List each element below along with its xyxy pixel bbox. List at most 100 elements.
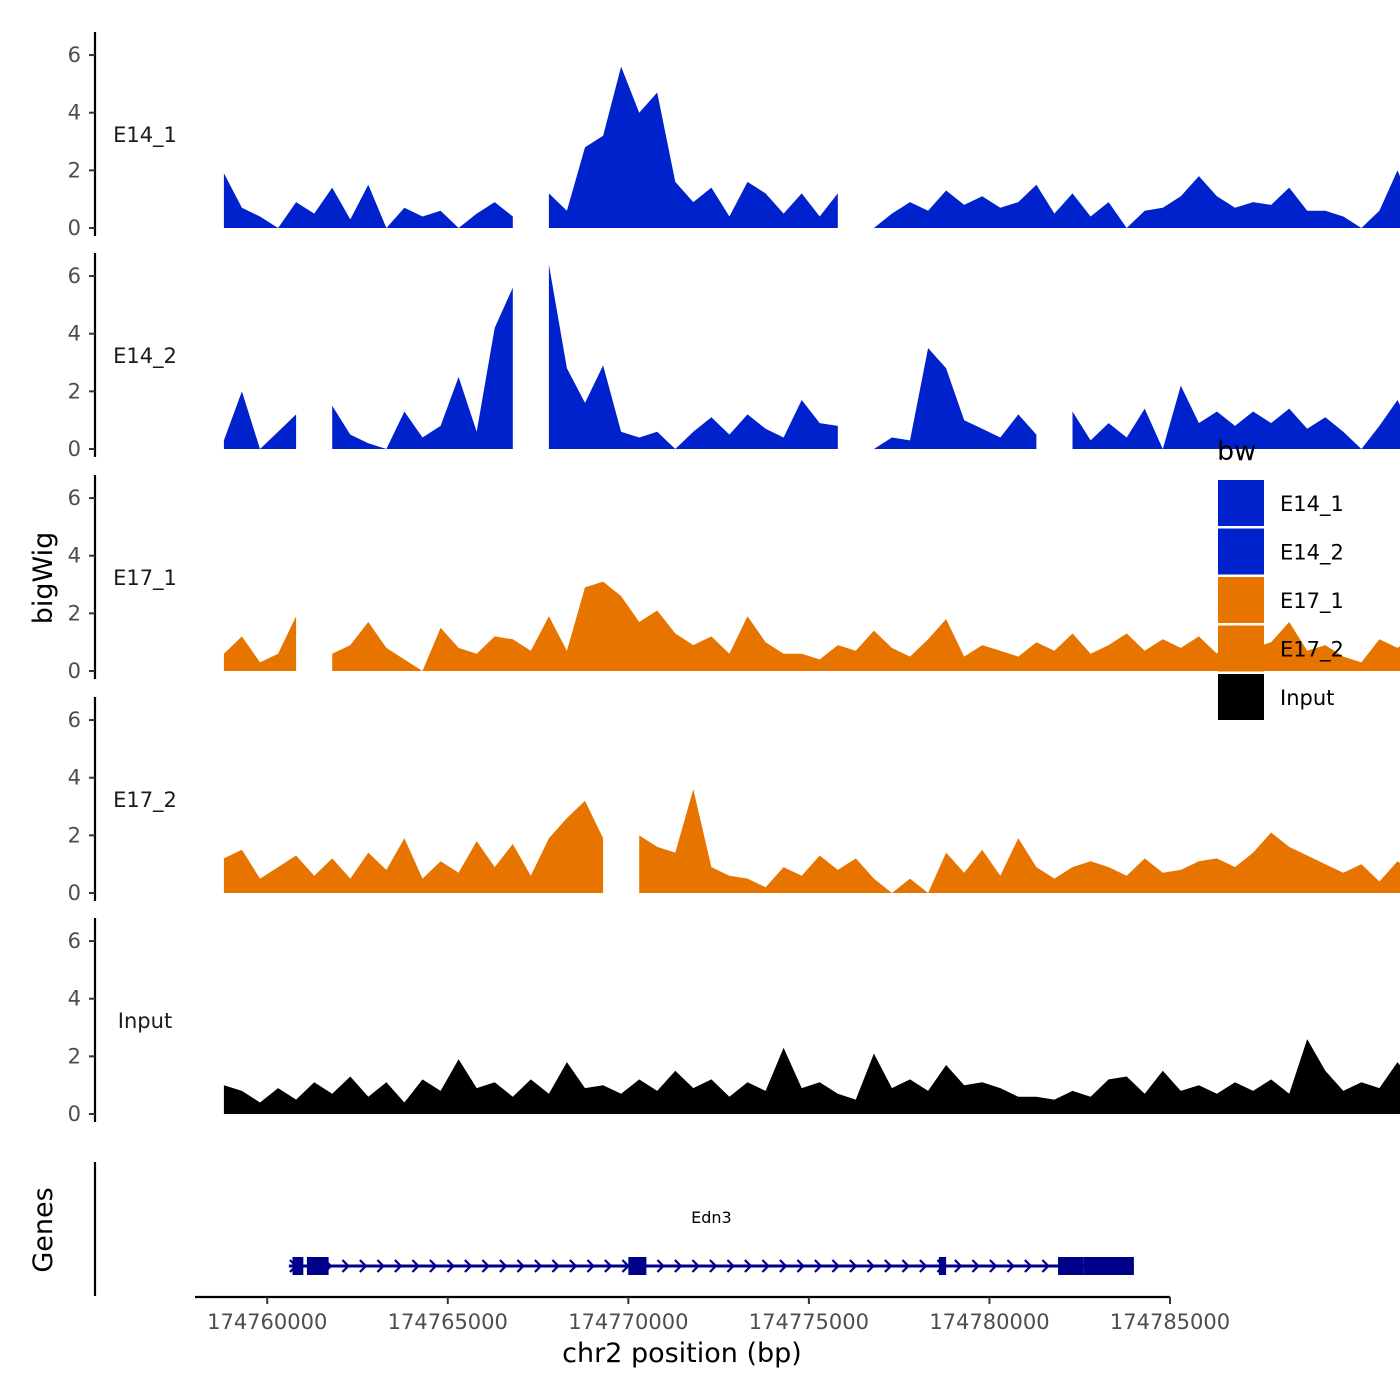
y-tick-label: 2: [68, 601, 81, 625]
strand-arrow-icon: [954, 1259, 963, 1273]
legend-item-e17_1: E17_1: [1218, 577, 1344, 623]
legend-swatch: [1218, 528, 1264, 575]
y-tick-label: 2: [68, 823, 81, 847]
legend-label: E17_2: [1280, 638, 1344, 663]
y-tick-label: 0: [68, 1102, 81, 1126]
coverage-area-e17_1: [332, 581, 1400, 671]
strand-arrow-icon: [989, 1259, 998, 1273]
legend: bw E14_1 E14_2 E17_1 E17_2 Input: [1217, 436, 1344, 720]
strand-arrow-icon: [376, 1259, 385, 1273]
y-tick-label: 4: [68, 987, 81, 1011]
panel-e17_1: 0 2 4 6 E17_1: [68, 475, 1400, 683]
strand-arrow-icon: [761, 1259, 770, 1273]
y-tick-label: 6: [68, 486, 81, 510]
panel-e14_1: 0 2 4 6 E14_1: [68, 32, 1400, 240]
y-tick-label: 2: [68, 158, 81, 182]
gene-exon: [938, 1257, 947, 1275]
legend-item-e14_2: E14_2: [1218, 528, 1344, 575]
y-tick-label: 0: [68, 437, 81, 461]
x-tick-label: 174780000: [929, 1310, 1049, 1334]
gene-model-edn3: [288, 1257, 1134, 1275]
legend-items: E14_1 E14_2 E17_1 E17_2 Input: [1218, 480, 1344, 720]
legend-item-e17_2: E17_2: [1218, 625, 1344, 672]
y-tick-label: 2: [68, 1044, 81, 1068]
track-label-e17_1: E17_1: [113, 566, 177, 591]
x-axis-ticks: 174760000 174765000 174770000 174775000 1747…: [207, 1297, 1230, 1334]
y-tick-label: 0: [68, 659, 81, 683]
gene-exon: [1083, 1257, 1134, 1275]
strand-arrow-icon: [586, 1259, 595, 1273]
legend-swatch: [1218, 480, 1264, 526]
strand-arrow-icon: [359, 1259, 368, 1273]
legend-swatch: [1218, 577, 1264, 623]
strand-arrow-icon: [884, 1259, 893, 1273]
legend-label: Input: [1280, 686, 1334, 710]
strand-arrow-icon: [901, 1259, 910, 1273]
y-tick-label: 6: [68, 264, 81, 288]
genes-axis-label: Genes: [28, 1187, 59, 1272]
legend-label: E17_1: [1280, 589, 1344, 614]
strand-arrow-icon: [796, 1259, 805, 1273]
strand-arrow-icon: [464, 1259, 473, 1273]
coverage-area-e14_2: [873, 348, 1037, 449]
strand-arrow-icon: [849, 1259, 858, 1273]
strand-arrow-icon: [831, 1259, 840, 1273]
gene-exon: [1058, 1257, 1084, 1275]
strand-arrow-icon: [411, 1259, 420, 1273]
y-tick-label: 0: [68, 881, 81, 905]
gene-name-label: Edn3: [691, 1208, 732, 1227]
strand-arrow-icon: [516, 1259, 525, 1273]
strand-arrow-icon: [394, 1259, 403, 1273]
panel-e17_2: 0 2 4 6 E17_2: [68, 697, 1400, 905]
gene-exon: [306, 1257, 329, 1275]
strand-arrow-icon: [604, 1259, 613, 1273]
strand-arrow-icon: [446, 1259, 455, 1273]
strand-arrow-icon: [744, 1259, 753, 1273]
y-tick-label: 0: [68, 216, 81, 240]
strand-arrow-icon: [779, 1259, 788, 1273]
x-axis: 174760000 174765000 174770000 174775000 1747…: [195, 1295, 1230, 1369]
gene-exon: [628, 1257, 647, 1275]
gene-track-panel: Genes Edn3: [28, 1162, 1134, 1296]
y-tick-label: 6: [68, 708, 81, 732]
coverage-area-e14_2: [223, 391, 297, 449]
track-label-e14_1: E14_1: [113, 123, 177, 148]
track-label-e17_2: E17_2: [113, 788, 177, 813]
coverage-area-e14_1: [873, 170, 1400, 228]
strand-arrow-icon: [971, 1259, 980, 1273]
panel-input: 0 2 4 6 Input: [68, 918, 1400, 1126]
coverage-area-e14_1: [548, 66, 838, 228]
x-tick-label: 174785000: [1110, 1310, 1230, 1334]
strand-arrow-icon: [1041, 1259, 1050, 1273]
strand-arrow-icon: [1006, 1259, 1015, 1273]
legend-label: E14_1: [1280, 492, 1344, 517]
legend-swatch: [1218, 674, 1264, 720]
strand-arrow-icon: [709, 1259, 718, 1273]
strand-arrow-icon: [1024, 1259, 1033, 1273]
strand-arrow-icon: [429, 1259, 438, 1273]
coverage-area-input: [223, 1039, 1400, 1114]
y-tick-label: 4: [68, 544, 81, 568]
strand-arrow-icon: [674, 1259, 683, 1273]
x-tick-label: 174775000: [749, 1310, 869, 1334]
coverage-area-e14_2: [548, 264, 838, 449]
y-axis-title: bigWig: [28, 532, 59, 625]
strand-arrow-icon: [551, 1259, 560, 1273]
strand-arrow-icon: [534, 1259, 543, 1273]
coverage-panels: 0 2 4 6 E14_1 0 2 4 6 E14_2 0 2 4 6 E17_1 0 2 4 6 E17_2 0 2 4 6…: [68, 32, 1400, 1126]
strand-arrow-icon: [569, 1259, 578, 1273]
coverage-area-e14_2: [1072, 385, 1400, 449]
y-tick-label: 4: [68, 322, 81, 346]
strand-arrow-icon: [726, 1259, 735, 1273]
legend-item-e14_1: E14_1: [1218, 480, 1344, 526]
strand-arrow-icon: [866, 1259, 875, 1273]
legend-swatch: [1218, 625, 1264, 672]
x-tick-label: 174760000: [207, 1310, 327, 1334]
strand-arrow-icon: [341, 1259, 350, 1273]
coverage-area-e14_2: [332, 287, 513, 449]
x-tick-label: 174765000: [388, 1310, 508, 1334]
legend-title: bw: [1217, 436, 1256, 467]
y-tick-label: 6: [68, 929, 81, 953]
panel-e14_2: 0 2 4 6 E14_2: [68, 253, 1400, 461]
